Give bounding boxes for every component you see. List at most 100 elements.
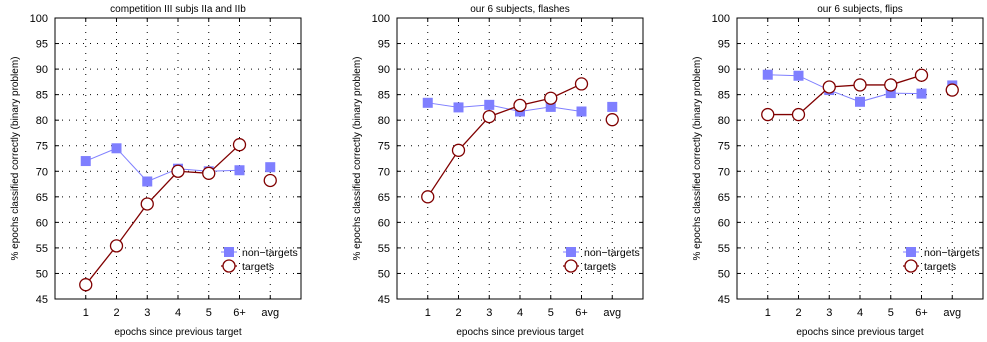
series-line bbox=[767, 74, 922, 103]
y-tick-label: 65 bbox=[378, 192, 390, 204]
data-point bbox=[171, 164, 185, 178]
legend-label: non−targets bbox=[924, 247, 980, 259]
data-point bbox=[914, 68, 929, 82]
data-point bbox=[545, 101, 556, 112]
x-tick-label: avg bbox=[943, 307, 961, 319]
legend-marker bbox=[906, 247, 916, 257]
y-tick-label: 75 bbox=[718, 141, 730, 153]
data-point bbox=[451, 143, 466, 157]
y-tick-label: 50 bbox=[718, 268, 730, 280]
y-tick-label: 95 bbox=[718, 39, 730, 51]
series-line bbox=[427, 102, 582, 113]
y-tick-label: 80 bbox=[378, 115, 390, 127]
data-point bbox=[884, 78, 898, 92]
data-point bbox=[576, 106, 587, 117]
chart-title: competition III subjs IIa and IIb bbox=[110, 4, 246, 15]
data-point bbox=[109, 239, 124, 253]
x-tick-label: avg bbox=[261, 307, 279, 319]
data-point bbox=[793, 70, 804, 81]
data-point bbox=[885, 88, 896, 99]
y-axis-label: % epochs classified correctly (binary pr… bbox=[352, 57, 363, 261]
data-point bbox=[234, 165, 245, 176]
y-tick-label: 70 bbox=[36, 166, 48, 178]
x-tick-label: 3 bbox=[486, 307, 492, 319]
y-tick-label: 70 bbox=[718, 166, 730, 178]
y-tick-label: 60 bbox=[378, 217, 390, 229]
series-line bbox=[85, 144, 240, 286]
y-tick-label: 60 bbox=[718, 217, 730, 229]
chart-title: our 6 subjects, flashes bbox=[470, 4, 570, 15]
chart-title: our 6 subjects, flips bbox=[817, 4, 903, 15]
data-point bbox=[855, 96, 865, 107]
y-tick-label: 65 bbox=[36, 192, 48, 204]
avg-point bbox=[263, 173, 277, 188]
legend-label: targets bbox=[584, 261, 616, 273]
y-tick-label: 90 bbox=[718, 64, 730, 76]
data-point bbox=[853, 78, 867, 92]
legend-label: targets bbox=[924, 261, 956, 273]
x-tick-label: 3 bbox=[826, 307, 832, 319]
data-point bbox=[574, 77, 589, 91]
y-tick-label: 80 bbox=[36, 115, 48, 127]
y-tick-label: 50 bbox=[378, 268, 390, 280]
data-point bbox=[79, 278, 93, 292]
x-tick-label: 1 bbox=[83, 307, 89, 319]
data-point bbox=[762, 69, 773, 80]
data-point bbox=[421, 190, 435, 204]
y-tick-label: 45 bbox=[718, 294, 730, 306]
series-targets bbox=[421, 77, 619, 204]
legend-marker bbox=[222, 259, 236, 273]
series-targets bbox=[79, 138, 277, 292]
legend: non−targets targets bbox=[221, 247, 298, 273]
legend-label: non−targets bbox=[584, 247, 640, 259]
y-tick-label: 100 bbox=[372, 13, 390, 25]
data-point bbox=[544, 91, 558, 105]
x-tick-label: 6+ bbox=[233, 307, 246, 319]
data-point bbox=[142, 176, 153, 187]
data-point bbox=[422, 97, 433, 108]
data-point bbox=[484, 99, 495, 110]
y-tick-label: 55 bbox=[718, 243, 730, 255]
y-tick-label: 45 bbox=[36, 294, 48, 306]
legend-marker bbox=[566, 247, 576, 257]
x-tick-label: 2 bbox=[113, 307, 119, 319]
x-tick-label: 5 bbox=[888, 307, 894, 319]
legend-label: non−targets bbox=[242, 247, 298, 259]
y-tick-label: 100 bbox=[712, 13, 730, 25]
x-tick-label: avg bbox=[603, 307, 621, 319]
x-axis-label: epochs since previous target bbox=[114, 327, 242, 338]
x-tick-label: 5 bbox=[206, 307, 212, 319]
y-tick-label: 85 bbox=[378, 90, 390, 102]
y-tick-label: 100 bbox=[30, 13, 48, 25]
series-line bbox=[85, 147, 240, 183]
x-tick-label: 4 bbox=[175, 307, 181, 319]
avg-point bbox=[945, 83, 959, 97]
avg-point bbox=[607, 101, 618, 112]
data-point bbox=[80, 156, 91, 167]
y-tick-label: 85 bbox=[718, 90, 730, 102]
data-point bbox=[761, 107, 775, 122]
x-tick-label: 1 bbox=[765, 307, 771, 319]
data-point bbox=[513, 98, 527, 113]
data-point bbox=[232, 138, 247, 152]
x-tick-label: 6+ bbox=[915, 307, 928, 319]
y-tick-label: 75 bbox=[378, 141, 390, 153]
data-point bbox=[791, 107, 806, 122]
y-tick-label: 50 bbox=[36, 268, 48, 280]
data-point bbox=[916, 88, 927, 99]
data-point bbox=[822, 80, 836, 94]
x-tick-label: 5 bbox=[548, 307, 554, 319]
y-tick-label: 90 bbox=[378, 64, 390, 76]
legend-marker bbox=[224, 247, 234, 257]
data-point bbox=[140, 197, 154, 211]
data-point bbox=[482, 109, 496, 124]
y-axis-label: % epochs classified correctly (binary pr… bbox=[692, 57, 703, 261]
legend-marker bbox=[904, 259, 918, 273]
data-point bbox=[111, 143, 122, 154]
series-line bbox=[427, 83, 582, 198]
x-tick-label: 6+ bbox=[575, 307, 588, 319]
avg-point bbox=[605, 113, 619, 127]
